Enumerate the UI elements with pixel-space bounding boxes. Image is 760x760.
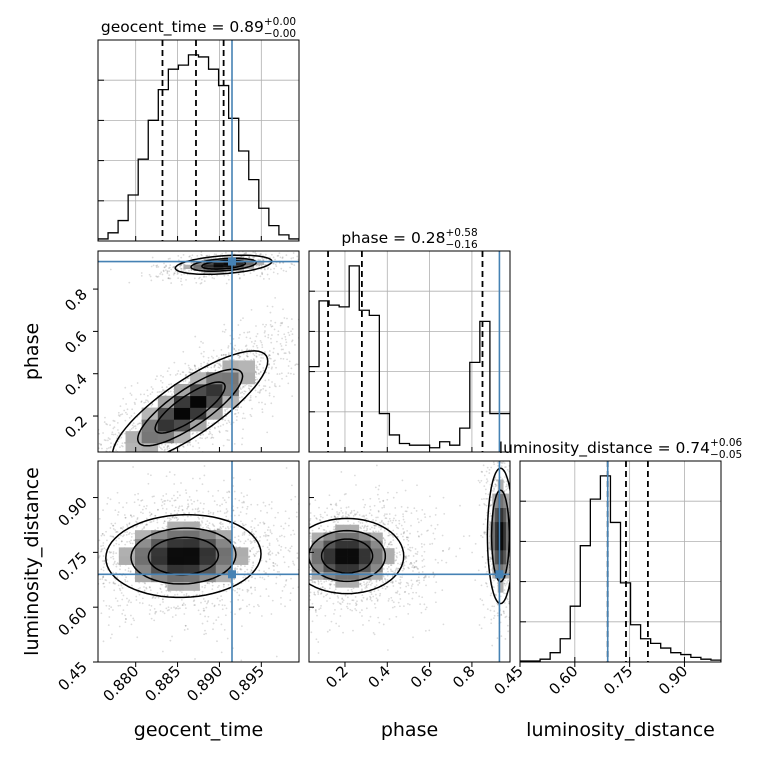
histogram-panel-phase: phase = 0.28+0.58 −0.16 (308, 227, 511, 453)
y-tick-label: 0.6 (61, 328, 91, 358)
contour-line (174, 254, 273, 276)
truth-marker (228, 570, 236, 579)
x-tick-label: 0.60 (545, 662, 581, 698)
x-tick-label: 0.90 (655, 662, 691, 698)
title-eq: = (653, 439, 676, 457)
title-minus: −0.00 (264, 28, 296, 40)
truth-marker (495, 570, 504, 579)
y-axis-label: phase (21, 323, 43, 380)
scatter-panel-geocent_time-vs-luminosity_distance (97, 460, 300, 663)
contour-line (490, 489, 510, 583)
y-axis-phase: 0.2 0.4 0.6 0.8 phase (21, 285, 98, 442)
contour-line (320, 538, 374, 574)
contour-line (190, 257, 257, 272)
x-axis-label: phase (381, 719, 438, 741)
panel-frame (97, 460, 300, 663)
scatter-panel-phase-vs-luminosity_distance (308, 460, 511, 663)
title-plus: +0.06 (710, 437, 742, 449)
contour-line (309, 517, 405, 595)
title-plus: +0.58 (445, 227, 477, 239)
y-tick-label: 0.2 (61, 412, 91, 442)
x-axis-phase: 0.2 0.4 0.6 0.8 phase (322, 662, 479, 741)
x-axis-label: geocent_time (134, 719, 263, 741)
title-text: geocent_time (101, 18, 207, 37)
x-tick-label: 0.885 (141, 662, 184, 705)
x-tick-label: 0.75 (600, 662, 636, 698)
contour-line (147, 536, 220, 576)
title-median: 0.28 (411, 229, 446, 247)
title-median: 0.74 (676, 439, 711, 457)
histogram-step-luminosity_distance (520, 475, 721, 662)
y-axis-label: luminosity_distance (21, 467, 43, 656)
y-tick-label: 0.90 (54, 494, 90, 530)
panel-content (309, 461, 510, 662)
x-tick-label: 0.45 (490, 662, 526, 698)
title-median: 0.89 (229, 18, 264, 36)
x-tick-label: 0.880 (99, 662, 142, 705)
x-tick-label: 0.4 (365, 662, 395, 692)
y-axis-luminosity_distance: 0.45 0.60 0.75 0.90 luminosity_distance (21, 467, 98, 694)
histogram-step-geocent_time (98, 54, 299, 241)
histogram-step-phase (309, 265, 510, 452)
panel-frame (308, 460, 511, 663)
panel-frame (308, 250, 511, 453)
title-plus: +0.00 (264, 16, 296, 28)
title-text: luminosity_distance (499, 439, 653, 458)
histogram-panel-luminosity_distance: luminosity_distance = 0.74+0.06 −0.05 (499, 437, 743, 663)
panel-frame (97, 250, 300, 453)
title-eq: = (388, 229, 411, 247)
panel-title-geocent_time: geocent_time = 0.89+0.00 −0.00 (101, 16, 296, 40)
x-tick-label: 0.6 (407, 662, 437, 692)
x-axis-luminosity_distance: 0.45 0.60 0.75 0.90 luminosity_distance (490, 662, 715, 741)
y-tick-label: 0.4 (61, 370, 91, 400)
x-tick-label: 0.2 (322, 662, 352, 692)
title-eq: = (207, 18, 230, 36)
title-minus: −0.05 (710, 449, 742, 461)
y-tick-label: 0.45 (54, 658, 90, 694)
contour-line (136, 368, 244, 447)
x-axis-label: luminosity_distance (526, 719, 715, 741)
y-tick-label: 0.8 (61, 285, 91, 315)
contour-line (105, 513, 262, 599)
x-tick-label: 0.890 (183, 662, 226, 705)
scatter-panel-geocent_time-vs-phase (97, 250, 300, 453)
panel-frame (519, 460, 722, 663)
panel-title-phase: phase = 0.28+0.58 −0.16 (341, 227, 478, 251)
contour-line (111, 350, 269, 452)
contour-line (309, 529, 387, 583)
title-text: phase (341, 229, 388, 247)
panel-content (98, 251, 299, 452)
panel-frame (97, 39, 300, 242)
contour-line (154, 381, 226, 434)
panel-content (98, 461, 299, 662)
y-tick-label: 0.60 (54, 603, 90, 639)
title-minus: −0.16 (445, 239, 477, 251)
contour-line (486, 467, 510, 605)
panel-title-luminosity_distance: luminosity_distance = 0.74+0.06 −0.05 (499, 437, 743, 461)
x-tick-label: 0.895 (225, 662, 268, 705)
y-tick-label: 0.75 (54, 548, 90, 584)
truth-marker (228, 257, 236, 266)
histogram-panel-geocent_time: geocent_time = 0.89+0.00 −0.00 (97, 16, 300, 242)
contour-line (130, 527, 237, 585)
x-tick-label: 0.8 (449, 662, 479, 692)
